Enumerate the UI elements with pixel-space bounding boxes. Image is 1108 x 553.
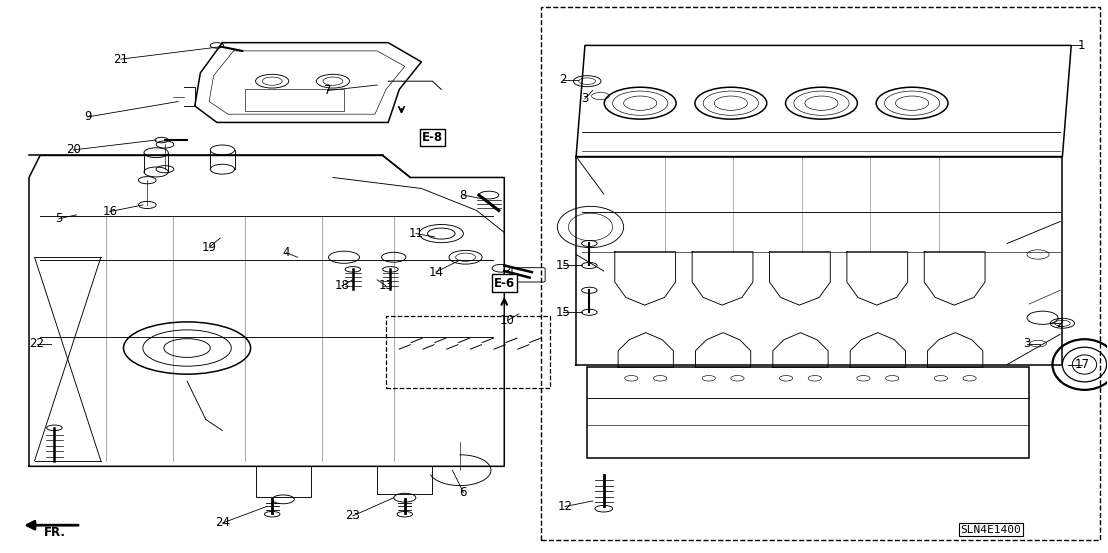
- Bar: [386, 316, 550, 388]
- Text: 18: 18: [335, 279, 349, 293]
- Text: 4: 4: [283, 246, 290, 259]
- Text: 9: 9: [84, 111, 91, 123]
- Text: 24: 24: [215, 517, 230, 530]
- Text: 3: 3: [582, 92, 588, 105]
- Text: 16: 16: [102, 205, 117, 218]
- Text: 22: 22: [29, 337, 44, 350]
- Text: 11: 11: [409, 227, 423, 240]
- Text: 20: 20: [65, 143, 81, 156]
- Text: E-8: E-8: [422, 132, 443, 144]
- Text: 2: 2: [1056, 317, 1064, 330]
- Text: 12: 12: [557, 500, 573, 513]
- Text: 15: 15: [555, 306, 571, 319]
- Text: 10: 10: [500, 314, 515, 327]
- Text: 7: 7: [324, 84, 331, 97]
- Text: FR.: FR.: [43, 526, 65, 539]
- Text: SLN4E1400: SLN4E1400: [961, 525, 1020, 535]
- Text: 1: 1: [1077, 39, 1085, 52]
- Text: 2: 2: [560, 73, 566, 86]
- Text: 19: 19: [202, 241, 217, 254]
- Text: 14: 14: [428, 265, 443, 279]
- Text: 15: 15: [555, 259, 571, 272]
- Text: 21: 21: [113, 53, 129, 66]
- Text: 5: 5: [55, 212, 62, 225]
- Bar: [541, 7, 1100, 540]
- Text: 13: 13: [379, 279, 393, 293]
- Text: 3: 3: [1024, 337, 1030, 350]
- Text: E-6: E-6: [494, 276, 515, 290]
- Text: 6: 6: [460, 486, 468, 499]
- Text: 8: 8: [460, 189, 468, 201]
- Text: 17: 17: [1075, 358, 1090, 371]
- Text: 23: 23: [346, 509, 360, 523]
